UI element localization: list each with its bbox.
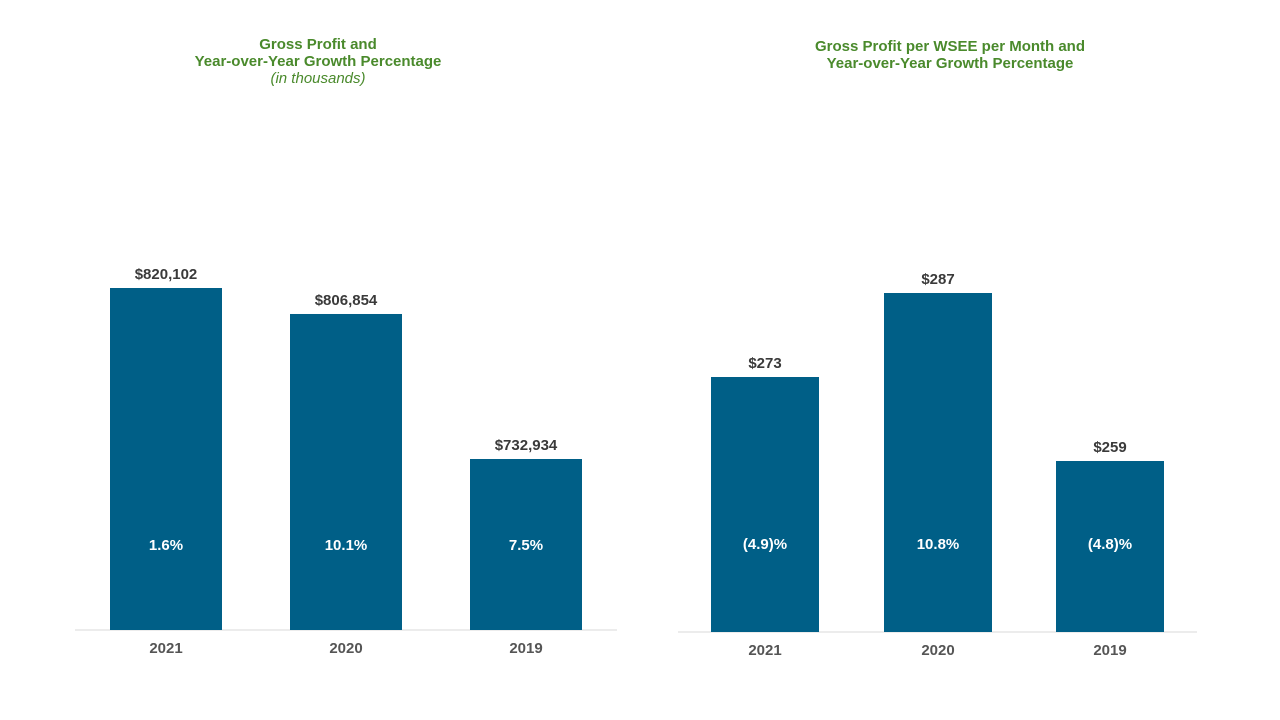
bar-2019 [470,459,582,630]
value-label-2021: $273 [748,355,781,372]
value-label-2020: $806,854 [315,292,378,309]
bar-2021 [711,377,819,632]
chart-title-line2: Year-over-Year Growth Percentage [826,55,1074,72]
chart-title-gross-profit: Gross Profit and Year-over-Year Growth P… [118,36,518,87]
growth-label-2021: 1.6% [149,537,183,554]
x-tick-label-2019: 2019 [1093,642,1126,659]
chart-subtitle: (in thousands) [270,70,366,87]
chart-title-line1: Gross Profit and [259,36,377,53]
value-label-2019: $732,934 [495,437,558,454]
chart-title-line1: Gross Profit per WSEE per Month and [814,38,1086,55]
value-label-2020: $287 [921,271,954,288]
bar-2019 [1056,461,1164,632]
x-tick-label-2020: 2020 [329,640,362,657]
x-tick-label-2019: 2019 [509,640,542,657]
x-tick-label-2020: 2020 [921,642,954,659]
growth-label-2021: (4.9)% [743,536,787,553]
bar-2021 [110,288,222,630]
value-label-2021: $820,102 [135,266,198,283]
bar-2020 [290,313,402,630]
gross-profit-bar-chart: $820,102 1.6% 2021 $806,854 10.1% 2020 $732,93… [75,266,617,657]
value-label-2019: $259 [1093,439,1126,456]
growth-label-2019: 7.5% [509,537,543,554]
chart-title-gross-profit-per-wsee: Gross Profit per WSEE per Month and Year… [750,38,1150,72]
growth-label-2020: 10.1% [325,537,368,554]
x-tick-label-2021: 2021 [149,640,182,657]
growth-label-2019: (4.8)% [1088,536,1132,553]
x-tick-label-2021: 2021 [748,642,781,659]
bar-2020 [884,293,992,632]
growth-label-2020: 10.8% [917,536,960,553]
chart-title-line2: Year-over-Year Growth Percentage [194,53,442,70]
